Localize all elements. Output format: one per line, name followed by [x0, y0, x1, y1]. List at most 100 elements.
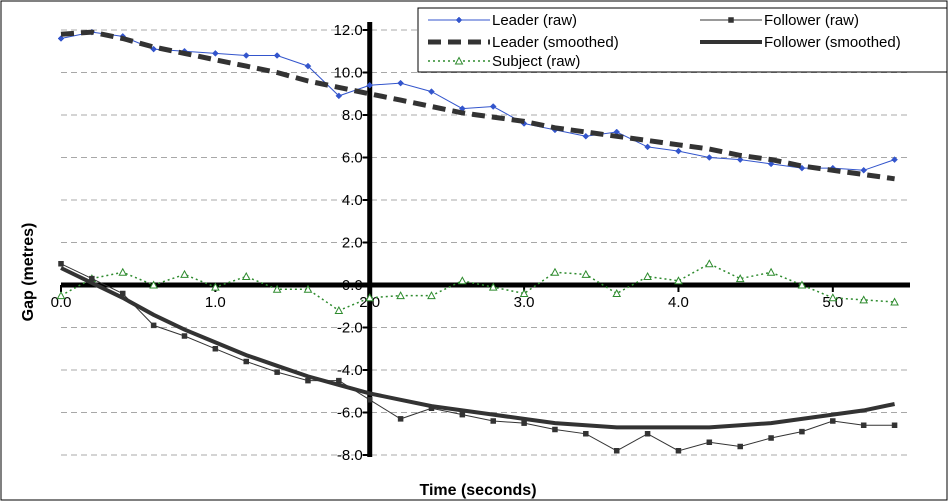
data-point-0-26 — [860, 166, 868, 174]
data-point-0-12 — [428, 88, 435, 95]
data-point-0-14 — [489, 103, 497, 110]
data-point-4-5 — [211, 282, 220, 291]
data-point-4-22 — [735, 274, 745, 283]
legend-label-3: Follower (smoothed) — [764, 34, 901, 51]
data-point-1-0 — [58, 261, 64, 267]
data-point-1-25 — [830, 418, 836, 424]
y-tick-label-3: 6.0 — [342, 150, 363, 167]
y-tick-label-5: 2.0 — [342, 235, 363, 252]
data-point-0-22 — [736, 156, 744, 163]
data-point-0-0 — [57, 35, 65, 42]
data-point-0-21 — [705, 154, 713, 161]
data-point-1-24 — [799, 428, 805, 435]
data-point-4-26 — [859, 295, 869, 304]
y-tick-label-4: 4.0 — [342, 192, 363, 209]
data-point-4-19 — [643, 271, 652, 280]
data-point-4-13 — [458, 276, 467, 285]
series-2 — [60, 29, 895, 182]
x-axis-title: Time (seconds) — [419, 482, 536, 499]
series-line-3 — [60, 266, 896, 430]
data-point-1-3 — [150, 322, 157, 329]
data-point-4-12 — [427, 291, 436, 300]
legend-item-4: Subject (raw) — [428, 53, 580, 70]
y-tick-label-7: -2.0 — [337, 320, 363, 337]
legend-label-2: Leader (smoothed) — [492, 34, 619, 51]
data-point-4-7 — [272, 284, 282, 293]
data-point-0-19 — [644, 143, 651, 151]
data-point-0-8 — [304, 62, 312, 70]
legend: Leader (raw) Follower (raw) Leader (smooth… — [417, 7, 948, 73]
data-point-1-13 — [459, 411, 466, 418]
data-point-1-4 — [181, 333, 188, 339]
legend-item-2: Leader (smoothed) — [428, 34, 619, 51]
data-point-4-20 — [674, 276, 683, 285]
series-line-2 — [60, 29, 895, 182]
y-tick-label-8: -4.0 — [337, 362, 363, 379]
series-1 — [58, 261, 898, 454]
data-point-4-24 — [797, 280, 807, 289]
series-3 — [60, 266, 896, 430]
x-tick-label-0: 0.0 — [51, 294, 72, 311]
plot-area: 12.010.08.06.04.02.00.0-2.0-4.0-6.0-8.00… — [51, 22, 910, 464]
data-point-4-14 — [488, 282, 498, 291]
y-tick-label-0: 12.0 — [334, 22, 363, 39]
series-line-1 — [60, 263, 895, 452]
legend-item-0: Leader (raw) — [428, 12, 577, 29]
data-point-4-3 — [149, 280, 158, 289]
data-point-4-4 — [180, 269, 189, 278]
data-point-1-11 — [397, 416, 404, 422]
data-point-1-6 — [243, 358, 249, 365]
series-line-0 — [60, 31, 895, 171]
data-point-0-6 — [242, 52, 250, 59]
data-point-0-27 — [891, 156, 898, 163]
data-point-0-7 — [273, 52, 281, 59]
data-point-1-10 — [366, 397, 373, 403]
legend-item-3: Follower (smoothed) — [700, 34, 901, 51]
y-tick-label-9: -6.0 — [337, 405, 363, 422]
data-point-1-14 — [490, 418, 496, 424]
y-tick-label-10: -8.0 — [337, 447, 363, 464]
x-tick-label-5: 5.0 — [822, 294, 843, 311]
legend-label-1: Follower (raw) — [764, 12, 859, 29]
x-tick-label-4: 4.0 — [668, 294, 689, 311]
series-line-4 — [60, 262, 895, 312]
data-point-1-16 — [552, 426, 558, 433]
data-point-1-26 — [860, 422, 867, 428]
legend-marker-4 — [454, 56, 464, 65]
legend-box — [417, 7, 948, 73]
data-point-4-11 — [396, 291, 405, 300]
data-point-0-23 — [767, 160, 775, 168]
data-point-1-27 — [891, 422, 898, 428]
data-point-4-8 — [303, 284, 313, 293]
data-point-4-2 — [118, 267, 128, 276]
data-point-4-17 — [581, 269, 591, 278]
legend-label-0: Leader (raw) — [492, 12, 577, 29]
data-point-4-21 — [704, 259, 714, 268]
data-point-4-16 — [550, 267, 560, 276]
data-point-1-19 — [644, 431, 651, 437]
data-point-0-11 — [397, 79, 404, 87]
data-point-4-18 — [612, 288, 622, 297]
legend-marker-1 — [728, 17, 734, 23]
data-point-4-23 — [766, 267, 776, 276]
data-point-0-20 — [675, 147, 682, 155]
data-point-4-27 — [890, 297, 899, 306]
data-point-0-10 — [366, 81, 374, 89]
data-point-4-25 — [828, 293, 838, 302]
y-tick-label-2: 8.0 — [342, 107, 363, 124]
data-point-1-20 — [675, 448, 682, 454]
data-point-0-9 — [335, 92, 343, 100]
data-point-4-15 — [519, 288, 529, 297]
data-point-0-5 — [212, 50, 219, 57]
data-point-4-9 — [334, 305, 344, 314]
series-4 — [56, 259, 899, 314]
y-axis-title: Gap (metres) — [20, 223, 37, 322]
data-point-4-0 — [56, 291, 66, 300]
x-tick-label-3: 3.0 — [514, 294, 535, 311]
y-tick-label-1: 10.0 — [334, 65, 363, 82]
x-tick-label-1: 1.0 — [205, 294, 226, 311]
legend-marker-0 — [455, 16, 463, 24]
series-0 — [57, 28, 898, 174]
